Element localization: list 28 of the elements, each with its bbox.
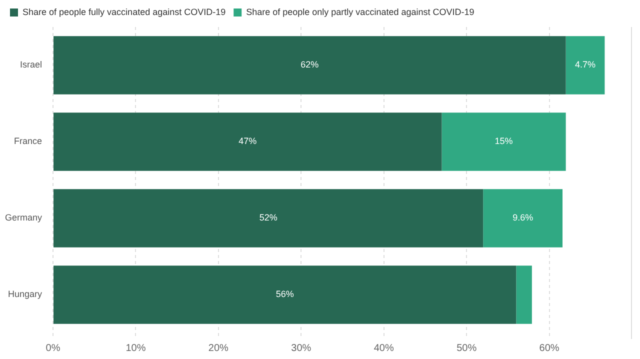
y-tick-label: Hungary: [8, 289, 42, 300]
bar: [54, 36, 566, 94]
data-label: 4.7%: [575, 60, 596, 70]
x-tick-label: 10%: [126, 342, 146, 354]
x-tick-label: 60%: [539, 342, 560, 354]
bar: [483, 189, 563, 248]
legend-label: Share of people only partly vaccinated against COVID-19: [246, 6, 474, 17]
x-tick-label: 30%: [291, 342, 312, 354]
bar: [54, 266, 516, 324]
data-label: 62%: [300, 60, 319, 70]
data-label: 15%: [494, 136, 513, 146]
bar: [566, 36, 605, 94]
x-tick-label: 50%: [456, 342, 477, 354]
bar: [516, 266, 532, 324]
data-label: 47%: [238, 136, 257, 146]
data-label: 52%: [259, 212, 278, 223]
data-label: 56%: [276, 289, 294, 300]
x-tick-label: 20%: [208, 342, 229, 354]
bar: [54, 189, 484, 248]
data-label: 9.6%: [512, 212, 534, 223]
legend-label: Share of people fully vaccinated against COVID-19: [22, 6, 226, 17]
y-tick-label: France: [14, 136, 42, 146]
bar: [54, 112, 442, 171]
x-tick-label: 40%: [374, 342, 394, 354]
x-tick-label: 0%: [46, 342, 60, 354]
bar: [442, 112, 566, 171]
y-tick-label: Germany: [4, 212, 43, 223]
y-tick-label: Israel: [20, 60, 42, 70]
